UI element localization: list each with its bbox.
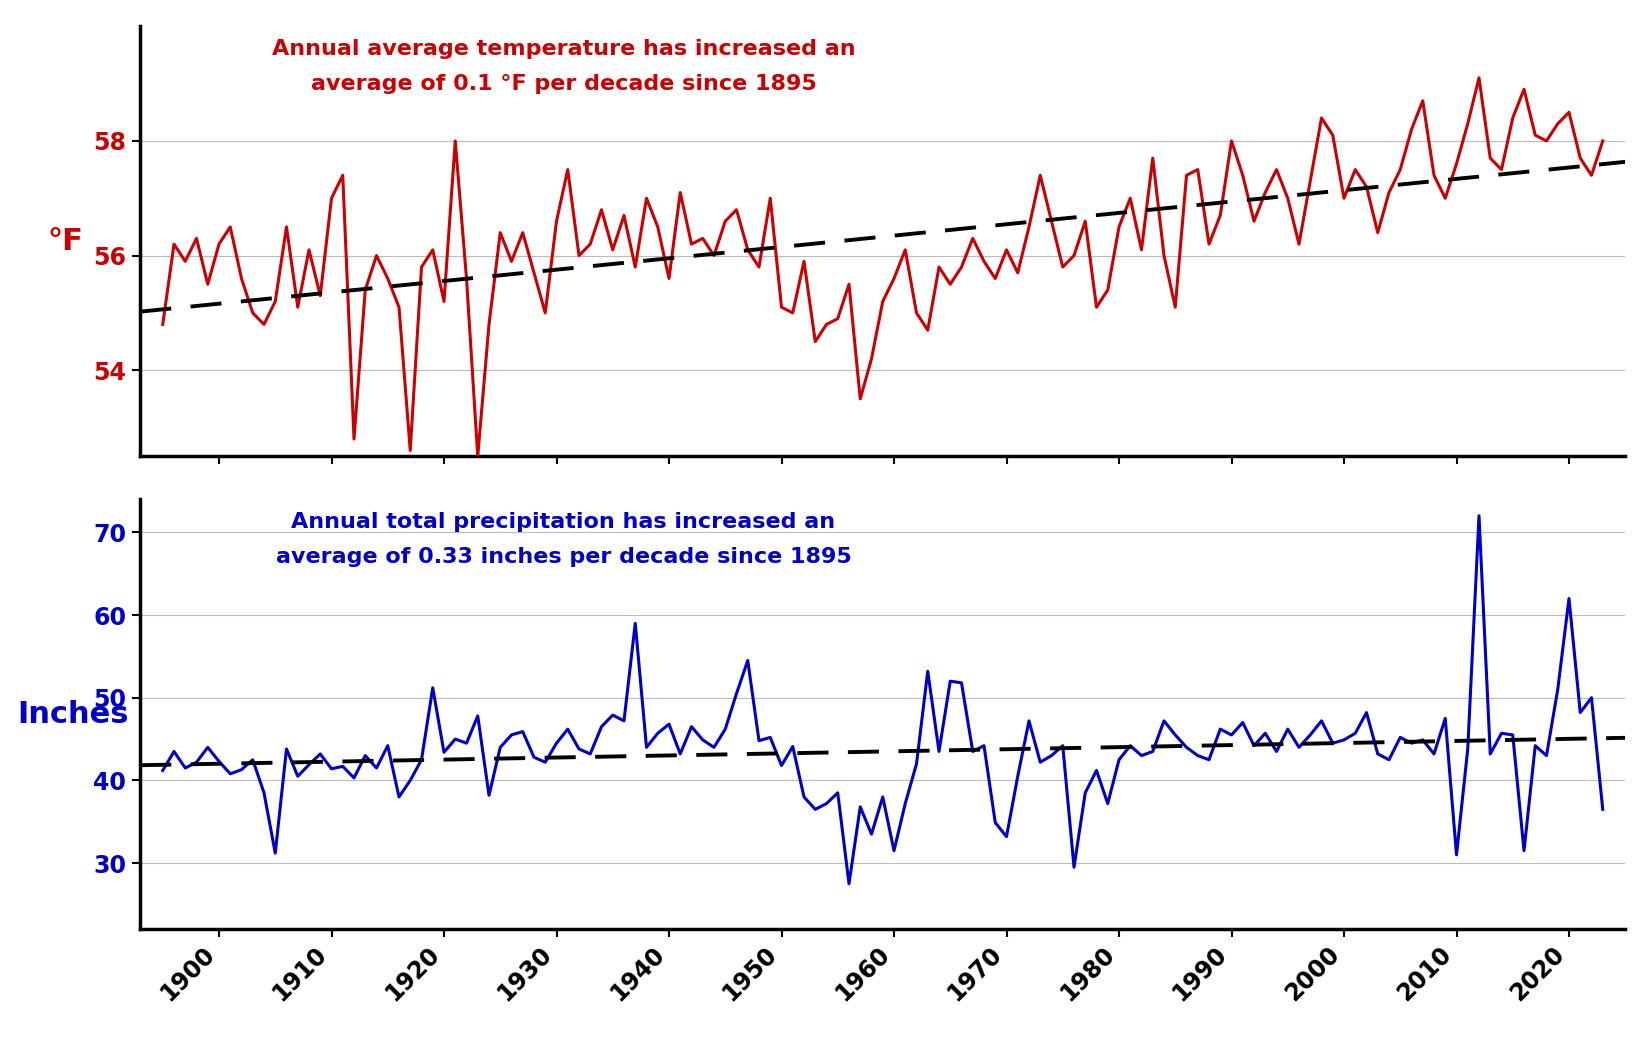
Y-axis label: °F: °F [48,227,84,256]
Text: Annual total precipitation has increased an
average of 0.33 inches per decade si: Annual total precipitation has increased… [276,512,851,567]
Text: Annual average temperature has increased an
average of 0.1 °F per decade since 1: Annual average temperature has increased… [272,39,855,93]
Y-axis label: Inches: Inches [16,699,129,729]
